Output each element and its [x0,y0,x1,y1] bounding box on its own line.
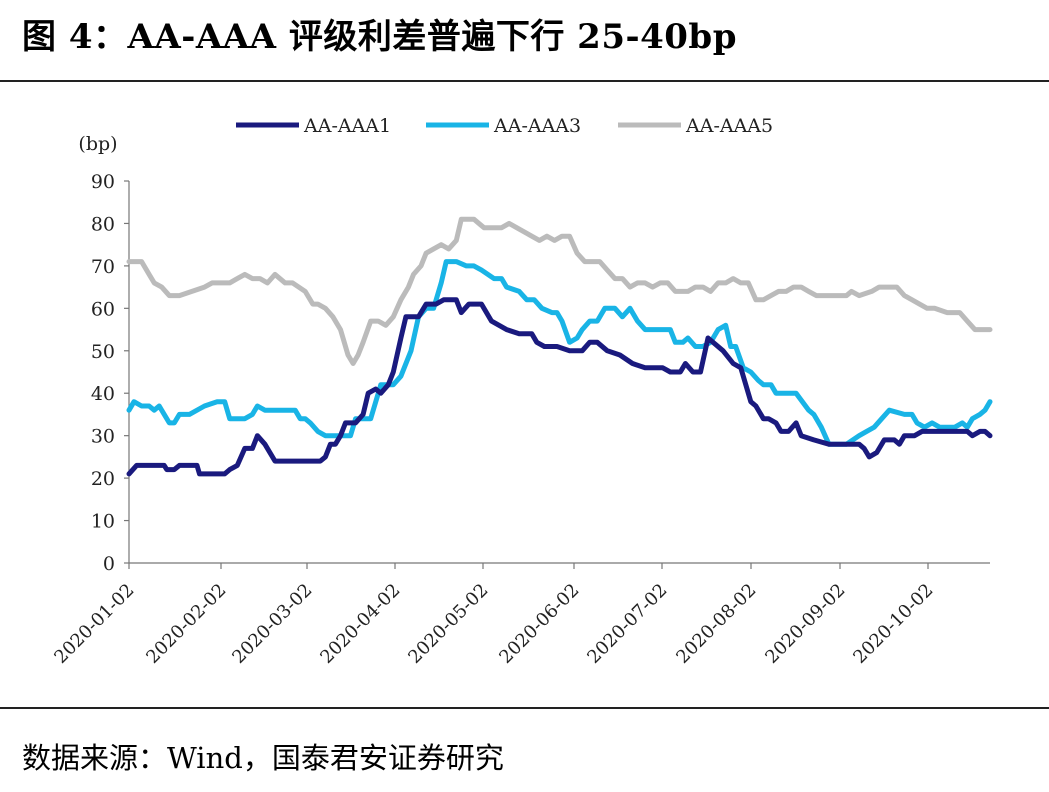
y-tick-label: 90 [91,171,115,193]
series-line-aa-aaa1 [126,297,993,477]
x-tick-label: 2020-10-02 [849,580,937,668]
chart-legend: AA-AAA1 AA-AAA3 AA-AAA5 [236,115,773,137]
series-line-aa-aaa5 [126,216,993,366]
y-tick-label: 0 [103,553,115,575]
bottom-rule [0,707,1049,709]
y-tick-label: 80 [91,213,115,235]
top-rule [0,80,1049,82]
y-tick-label: 40 [91,383,115,405]
x-tick-label: 2020-09-02 [761,580,849,668]
x-tick-label: 2020-07-02 [583,580,671,668]
y-tick-label: 20 [91,468,115,490]
x-tick-label: 2020-01-02 [50,580,138,668]
y-axis-label: (bp) [78,133,117,155]
x-tick-label: 2020-04-02 [316,580,404,668]
y-axis: 0 10 20 30 40 50 60 70 80 90 [91,171,130,575]
y-tick-label: 10 [91,511,115,533]
x-tick-label: 2020-02-02 [142,580,230,668]
x-tick-label: 2020-03-02 [228,580,316,668]
y-tick-label: 30 [91,426,115,448]
x-tick-label: 2020-08-02 [672,580,760,668]
figure-title: 图 4：AA-AAA 评级利差普遍下行 25-40bp [22,17,737,57]
line-chart: AA-AAA1 AA-AAA3 AA-AAA5 (bp) 0 10 20 30 40 50 60… [50,115,993,668]
x-tick-label: 2020-05-02 [404,580,492,668]
legend-label-aa-aaa5: AA-AAA5 [685,115,773,137]
legend-label-aa-aaa3: AA-AAA3 [493,115,581,137]
legend-label-aa-aaa1: AA-AAA1 [303,115,391,137]
y-tick-label: 60 [91,298,115,320]
source-note: 数据来源：Wind，国泰君安证券研究 [22,741,504,775]
y-tick-label: 70 [91,256,115,278]
plot-area [126,216,993,477]
x-tick-label: 2020-06-02 [495,580,583,668]
y-tick-label: 50 [91,341,115,363]
series-line-aa-aaa3 [126,259,993,447]
